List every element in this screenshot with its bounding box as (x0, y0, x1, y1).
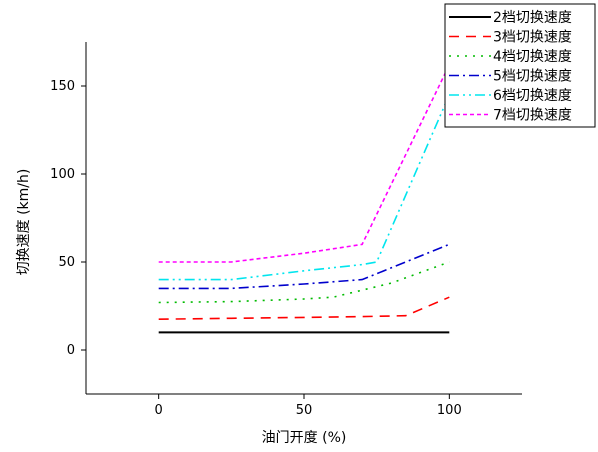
x-tick-label: 50 (296, 403, 313, 418)
legend-label: 7档切换速度 (493, 107, 572, 124)
x-tick-label: 0 (155, 403, 163, 418)
series-layer (158, 64, 451, 334)
legend-label: 2档切换速度 (493, 9, 572, 26)
chart-axes: 0 50 100 0 50 100 150 (50, 42, 522, 418)
x-tick-label: 100 (437, 403, 462, 418)
legend-label: 4档切换速度 (493, 48, 572, 65)
series-line-6 (158, 64, 451, 263)
y-tick-label: 50 (58, 255, 75, 270)
y-tick-label: 100 (50, 167, 75, 182)
legend-box (444, 3, 596, 128)
series-line-3 (158, 261, 450, 304)
y-axis-title: 切换速度 (km/h) (15, 169, 32, 276)
series-line-5 (158, 94, 451, 281)
x-axis-title: 油门开度 (%) (262, 430, 347, 446)
legend-label: 6档切换速度 (493, 87, 572, 104)
y-tick-label: 150 (50, 79, 75, 94)
legend-label: 5档切换速度 (493, 68, 572, 85)
legend-label: 3档切换速度 (493, 29, 572, 46)
y-tick-label: 0 (67, 343, 75, 358)
legend: 2档切换速度 3档切换速度 4档切换速度 5档切换速度 6档切换速度 7档切换速度 (444, 3, 596, 128)
series-line-2 (158, 296, 450, 320)
series-line-4 (158, 243, 450, 290)
